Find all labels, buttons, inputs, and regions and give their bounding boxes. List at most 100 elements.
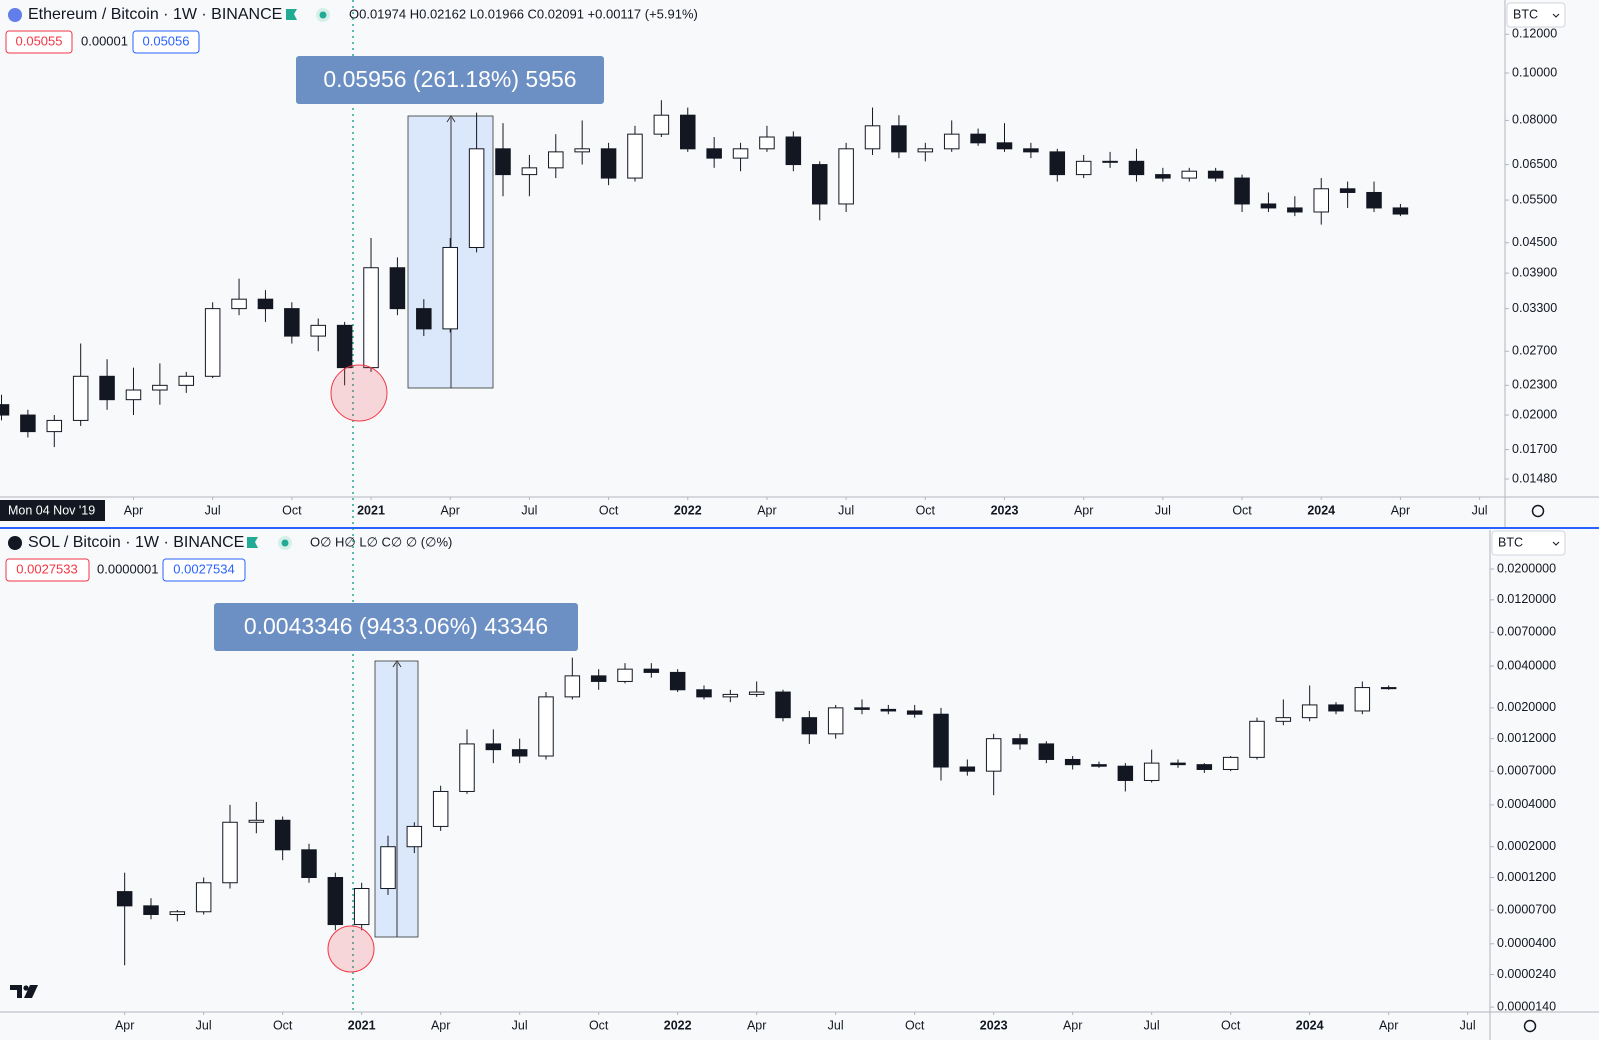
candle-body: [1049, 151, 1066, 176]
candle-body: [116, 891, 133, 907]
candle-body: [1260, 203, 1277, 209]
candle-body: [732, 148, 749, 159]
candle-body: [46, 419, 63, 433]
ohlc-values: O∅ H∅ L∅ C∅ ∅ (∅%): [310, 534, 452, 549]
x-tick-label: 2022: [664, 1018, 692, 1032]
candle-body: [231, 298, 247, 310]
candle-body: [0, 404, 10, 416]
candle-body: [775, 691, 791, 719]
y-tick-label: 0.0004000: [1497, 797, 1556, 811]
highlight-circle: [330, 364, 388, 422]
candle-body: [169, 911, 186, 915]
candle-body: [1064, 758, 1081, 766]
ask-price: 0.05056: [143, 33, 190, 48]
candle-body: [363, 267, 379, 369]
ohlc-values: O0.01974 H0.02162 L0.01966 C0.02091 +0.0…: [349, 6, 698, 21]
candle-body: [353, 888, 370, 926]
candle-body: [143, 905, 159, 915]
candle-body: [1354, 687, 1371, 712]
candle-body: [248, 819, 265, 823]
candle-body: [1143, 762, 1160, 781]
candle-body: [943, 133, 960, 150]
candle-body: [495, 148, 511, 176]
candles: [0, 100, 1409, 448]
x-tick-label: Jul: [205, 503, 221, 517]
currency-label: BTC: [1498, 535, 1523, 549]
x-tick-label: Oct: [1221, 1018, 1241, 1032]
candle-body: [1234, 177, 1250, 205]
candle-body: [574, 148, 590, 153]
y-tick-label: 0.01480: [1512, 471, 1557, 485]
x-tick-label: Jul: [196, 1018, 212, 1032]
status-dot: [281, 539, 289, 547]
logo: [10, 985, 38, 998]
bottom-bar: [0, 1040, 1599, 1057]
candle-body: [511, 749, 528, 757]
x-tick-label: Jul: [1155, 503, 1171, 517]
candle-body: [970, 133, 986, 144]
spread: 0.00001: [81, 33, 128, 48]
candle-body: [195, 882, 212, 913]
x-tick-label: Oct: [282, 503, 302, 517]
x-tick-label: 2021: [357, 503, 385, 517]
candle-body: [696, 689, 712, 698]
candle-body: [485, 743, 502, 751]
candle-body: [1328, 704, 1344, 712]
currency-select[interactable]: [1506, 2, 1566, 28]
measure-label-box: [214, 603, 578, 651]
candle-body: [933, 713, 949, 768]
candle-body: [827, 707, 844, 735]
x-tick-label: Apr: [757, 503, 776, 517]
candle-body: [759, 136, 775, 150]
candle-body: [1170, 762, 1186, 766]
x-tick-label: 2024: [1296, 1018, 1324, 1032]
settings-icon[interactable]: [1523, 1019, 1537, 1033]
candle-body: [838, 148, 854, 205]
y-tick-label: 0.08000: [1512, 113, 1557, 127]
candle-body: [1102, 160, 1118, 163]
currency-select[interactable]: [1491, 530, 1566, 556]
y-tick-label: 0.0000400: [1497, 936, 1556, 950]
x-tick-label: Oct: [589, 1018, 609, 1032]
candle-body: [880, 708, 897, 712]
x-tick-label: 2021: [348, 1018, 376, 1032]
x-tick-label: Jul: [521, 503, 537, 517]
y-tick-label: 0.06500: [1512, 157, 1557, 171]
x-tick-label: 2023: [991, 503, 1019, 517]
candle-body: [336, 324, 353, 369]
candle-body: [669, 671, 686, 691]
candle-body: [906, 710, 923, 715]
y-tick-label: 0.03900: [1512, 265, 1557, 279]
candle-body: [1012, 738, 1028, 745]
candle-body: [706, 148, 722, 159]
y-tick-label: 0.0000700: [1497, 902, 1556, 916]
y-tick-label: 0.0007000: [1497, 763, 1556, 777]
y-tick-label: 0.10000: [1512, 65, 1557, 79]
flag-icon[interactable]: [247, 537, 258, 548]
flag-icon[interactable]: [286, 9, 297, 20]
y-tick-label: 0.01700: [1512, 442, 1557, 456]
x-tick-label: Oct: [905, 1018, 925, 1032]
currency-label: BTC: [1513, 7, 1538, 21]
y-tick-label: 0.0120000: [1497, 592, 1556, 606]
symbol-title: SOL / Bitcoin · 1W · BINANCE: [28, 534, 244, 551]
y-tick-label: 0.04500: [1512, 235, 1557, 249]
settings-icon[interactable]: [1531, 504, 1545, 518]
y-tick-label: 0.0070000: [1497, 625, 1556, 639]
y-tick-label: 0.02300: [1512, 378, 1557, 392]
candle-body: [785, 136, 802, 166]
x-tick-label: 2022: [674, 503, 702, 517]
x-tick-label: Apr: [747, 1018, 766, 1032]
candle-body: [1117, 765, 1134, 781]
candle-body: [653, 114, 670, 135]
candle-body: [1207, 170, 1224, 179]
x-tick-label: Apr: [1391, 503, 1410, 517]
candle-body: [99, 375, 115, 401]
x-tick-label: Apr: [1074, 503, 1093, 517]
candle-body: [521, 167, 538, 176]
x-tick-label: Oct: [273, 1018, 293, 1032]
x-tick-label: Apr: [115, 1018, 134, 1032]
candle-body: [643, 668, 660, 673]
x-tick-label: Oct: [599, 503, 619, 517]
